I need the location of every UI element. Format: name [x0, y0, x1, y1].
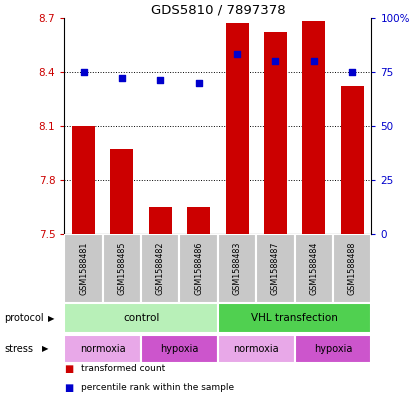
Point — [349, 69, 356, 75]
Bar — [141, 335, 218, 363]
Text: GSM1588482: GSM1588482 — [156, 241, 165, 295]
Text: GSM1588484: GSM1588484 — [309, 242, 318, 295]
Bar — [303, 21, 325, 234]
Text: ▶: ▶ — [42, 344, 48, 353]
Text: VHL transfection: VHL transfection — [251, 313, 338, 323]
Bar — [187, 207, 210, 234]
Point — [157, 77, 164, 83]
Point — [310, 58, 317, 64]
Point — [119, 75, 125, 81]
Text: ■: ■ — [64, 364, 73, 374]
Bar — [64, 303, 218, 333]
Point — [80, 69, 87, 75]
Text: transformed count: transformed count — [81, 364, 165, 373]
Text: stress: stress — [4, 344, 33, 354]
Text: ■: ■ — [64, 383, 73, 393]
Text: GSM1588488: GSM1588488 — [348, 242, 357, 295]
Text: GSM1588486: GSM1588486 — [194, 242, 203, 295]
Text: normoxia: normoxia — [80, 344, 125, 354]
Point — [234, 51, 240, 57]
Bar — [256, 234, 295, 303]
Text: control: control — [123, 313, 159, 323]
Bar — [226, 23, 249, 234]
Bar — [218, 234, 256, 303]
Title: GDS5810 / 7897378: GDS5810 / 7897378 — [151, 4, 285, 17]
Text: GSM1588487: GSM1588487 — [271, 241, 280, 295]
Bar — [264, 32, 287, 234]
Text: percentile rank within the sample: percentile rank within the sample — [81, 383, 234, 392]
Bar — [64, 335, 141, 363]
Text: GSM1588483: GSM1588483 — [232, 242, 242, 295]
Point — [272, 58, 279, 64]
Bar — [103, 234, 141, 303]
Bar — [218, 335, 295, 363]
Bar — [141, 234, 180, 303]
Text: normoxia: normoxia — [234, 344, 279, 354]
Bar — [295, 335, 371, 363]
Bar — [341, 86, 364, 234]
Text: ▶: ▶ — [48, 314, 54, 323]
Bar — [72, 126, 95, 234]
Text: GSM1588485: GSM1588485 — [117, 241, 127, 295]
Bar — [64, 234, 103, 303]
Bar — [110, 149, 134, 234]
Bar — [218, 303, 371, 333]
Text: GSM1588481: GSM1588481 — [79, 242, 88, 295]
Bar — [333, 234, 371, 303]
Point — [195, 79, 202, 86]
Bar — [180, 234, 218, 303]
Bar — [149, 207, 172, 234]
Text: hypoxia: hypoxia — [314, 344, 352, 354]
Text: hypoxia: hypoxia — [160, 344, 199, 354]
Bar — [295, 234, 333, 303]
Text: protocol: protocol — [4, 313, 44, 323]
